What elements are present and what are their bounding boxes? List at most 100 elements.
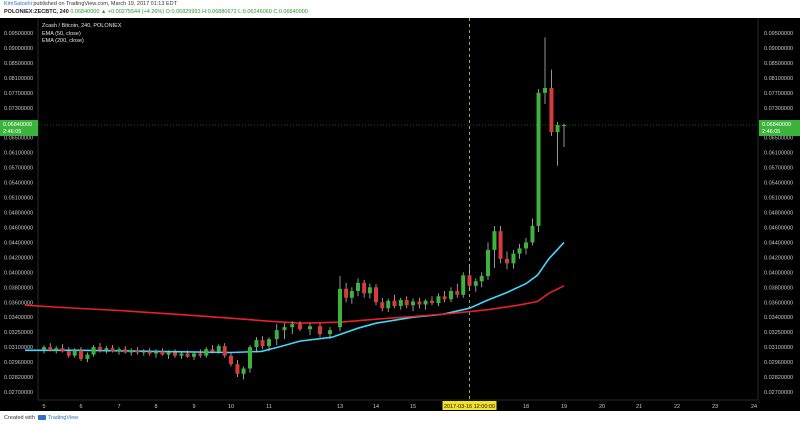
candle <box>66 351 71 356</box>
candle <box>91 347 96 355</box>
y-tick-label-left: 0.04200000 <box>4 255 33 261</box>
current-price-label: 0.06840000 <box>3 122 32 128</box>
tradingview-link[interactable]: TradingView <box>47 415 79 421</box>
credit-text: Created with <box>4 415 35 421</box>
candle <box>338 288 342 328</box>
candle <box>442 296 447 300</box>
legend-entry: EMA (200, close) <box>42 38 84 44</box>
candle <box>473 281 478 286</box>
y-tick-label-left: 0.03100000 <box>4 345 33 351</box>
chart-title: Zcash / Bitcoin, 240, POLONIEX <box>42 23 122 29</box>
y-tick-label-left: 0.03250000 <box>4 330 33 336</box>
candle <box>79 350 83 359</box>
y-tick-label-right: 0.03600000 <box>764 300 793 306</box>
chart-panel[interactable]: 0.09500000 0.09500000 0.09000000 0.09000000… <box>0 18 800 411</box>
publish-text: published on TradingView.com, March 19, … <box>33 1 177 7</box>
x-tick-label: 24 <box>751 404 757 410</box>
x-tick-label: 8 <box>154 404 157 410</box>
candle <box>72 350 77 356</box>
x-tick-label: 15 <box>410 404 416 410</box>
x-tick-label: 11 <box>266 404 272 410</box>
x-tick-label: 13 <box>337 404 343 410</box>
candle <box>380 302 385 309</box>
y-tick-label-left: 0.05700000 <box>4 166 33 172</box>
candle <box>241 368 246 374</box>
crosshair-time-label: 2017-03-16 12:00:00 <box>444 404 495 410</box>
candle <box>455 291 460 295</box>
x-tick-label: 10 <box>228 404 234 410</box>
candle <box>110 348 115 352</box>
y-tick-label-right: 0.02960000 <box>764 360 793 366</box>
y-tick-label-left: 0.06500000 <box>4 136 33 142</box>
candle <box>374 287 378 303</box>
chart-footer: Created with TradingView <box>0 411 800 426</box>
y-tick-label-left: 0.07300000 <box>4 106 33 112</box>
y-tick-label-right: 0.07700000 <box>764 91 793 97</box>
y-tick-label-left: 0.04600000 <box>4 225 33 231</box>
candle <box>392 300 397 306</box>
candle <box>229 355 233 365</box>
price-label-bg <box>0 119 38 136</box>
candle <box>104 348 109 351</box>
crosshair-time-label-bg <box>442 401 497 410</box>
ema-line <box>25 241 565 354</box>
tradingview-logo-icon <box>37 415 46 421</box>
y-tick-label-right: 0.06500000 <box>764 136 793 142</box>
candle <box>562 124 566 126</box>
y-tick-label-left: 0.08500000 <box>4 61 33 67</box>
y-tick-label-left: 0.08100000 <box>4 76 33 82</box>
candle <box>461 275 466 295</box>
publish-line: KimSatoshi published on TradingView.com,… <box>4 1 177 7</box>
candle <box>117 349 121 352</box>
candlestick-chart[interactable]: 0.09500000 0.09500000 0.09000000 0.09000000… <box>0 18 800 411</box>
candle <box>555 124 560 133</box>
candle <box>411 301 415 306</box>
candle <box>154 351 158 354</box>
candle <box>235 364 240 374</box>
candle <box>166 352 171 355</box>
candle <box>298 324 302 330</box>
candle <box>267 339 271 347</box>
candle <box>436 296 441 303</box>
candle <box>98 347 102 351</box>
candle <box>543 87 547 93</box>
candle <box>282 327 287 331</box>
x-tick-label: 5 <box>42 404 45 410</box>
y-tick-label-right: 0.03250000 <box>764 330 793 336</box>
y-tick-label-right: 0.07300000 <box>764 106 793 112</box>
candle <box>135 350 140 353</box>
credit-line: Created with TradingView <box>4 415 78 421</box>
y-tick-label-left: 0.03800000 <box>4 285 33 291</box>
candle <box>248 347 252 369</box>
x-tick-label: 6 <box>79 404 82 410</box>
candle <box>85 354 90 359</box>
ema-line <box>24 285 565 325</box>
y-tick-label-left: 0.02960000 <box>4 360 33 366</box>
y-tick-label-left: 0.05400000 <box>4 181 33 187</box>
y-tick-label-right: 0.04400000 <box>764 240 793 246</box>
candle <box>260 340 265 347</box>
candle <box>274 330 279 340</box>
y-tick-label-right: 0.04800000 <box>764 211 793 217</box>
y-tick-label-right: 0.03400000 <box>764 315 793 321</box>
y-tick-label-right: 0.02820000 <box>764 375 793 381</box>
author-link[interactable]: KimSatoshi <box>4 1 32 7</box>
candle <box>492 231 497 250</box>
y-tick-label-left: 0.09500000 <box>4 31 33 37</box>
candle <box>530 225 535 243</box>
y-tick-label-left: 0.02820000 <box>4 375 33 381</box>
y-tick-label-right: 0.02700000 <box>764 390 793 396</box>
x-tick-label: 23 <box>712 404 718 410</box>
y-tick-label-right: 0.05400000 <box>764 181 793 187</box>
candle <box>210 349 215 352</box>
x-tick-label: 9 <box>192 404 195 410</box>
candle <box>349 291 354 298</box>
price-label-bg <box>759 119 800 136</box>
candle <box>417 301 422 305</box>
y-tick-label-left: 0.06100000 <box>4 151 33 157</box>
current-price-label: 0.06840000 <box>762 122 791 128</box>
y-tick-label-left: 0.04800000 <box>4 211 33 217</box>
y-tick-label-right: 0.04000000 <box>764 270 793 276</box>
y-tick-label-right: 0.08100000 <box>764 76 793 82</box>
y-tick-label-right: 0.09500000 <box>764 31 793 37</box>
